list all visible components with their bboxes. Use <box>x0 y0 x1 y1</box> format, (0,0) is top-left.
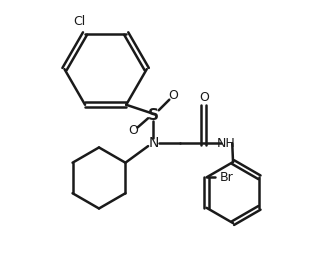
Text: N: N <box>148 137 159 150</box>
Text: O: O <box>199 91 209 104</box>
Text: NH: NH <box>217 137 236 150</box>
Text: S: S <box>148 108 159 123</box>
Text: O: O <box>129 124 138 137</box>
Text: Cl: Cl <box>74 15 86 28</box>
Text: Br: Br <box>220 171 234 184</box>
Text: O: O <box>168 89 178 102</box>
